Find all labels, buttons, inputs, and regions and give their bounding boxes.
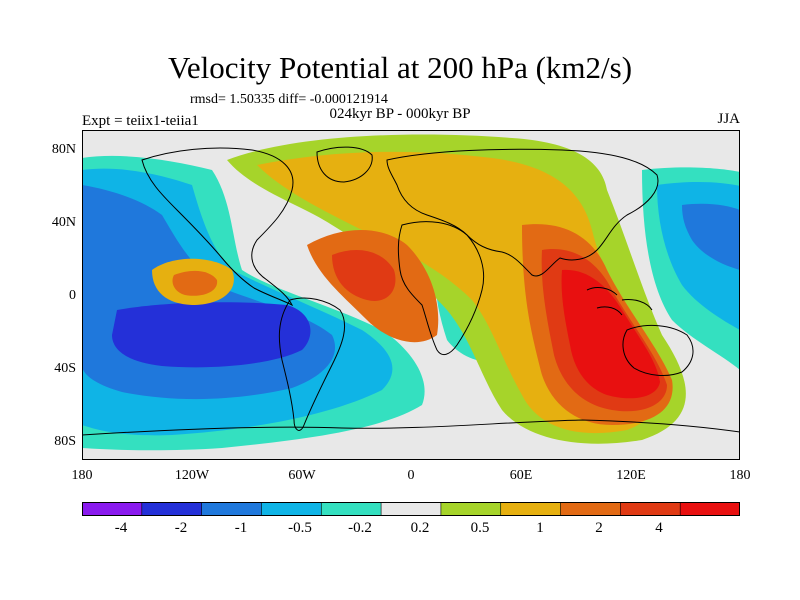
- x-tick-label: 180: [729, 468, 751, 483]
- positive-region-vstrong-atlantic: [332, 250, 396, 301]
- colorbar-label: -2: [174, 520, 188, 536]
- colorbar-cell: [620, 502, 681, 516]
- colorbar-label: 0.5: [470, 520, 490, 536]
- colorbar-label: -1: [234, 520, 248, 536]
- y-tick-label: 40N: [51, 215, 76, 230]
- coastline-south-america: [278, 297, 345, 431]
- y-tick-label: 0: [69, 288, 76, 303]
- colorbar-label: 1: [536, 520, 544, 536]
- colorbar-cell: [320, 502, 382, 516]
- positive-region-eastpacific-core: [172, 270, 218, 296]
- coastline-indonesia: [586, 287, 653, 316]
- negative-region-eastpacific-strong: [682, 203, 740, 270]
- coastline-greenland: [316, 146, 373, 183]
- y-tick-label: 40S: [54, 361, 76, 376]
- positive-region-max: [561, 269, 660, 399]
- x-tick-label: 120E: [616, 468, 646, 483]
- negative-region-pacific-core: [112, 302, 311, 368]
- coastline-africa: [397, 221, 485, 356]
- colorbar-cell: [500, 502, 562, 516]
- x-tick-label: 60E: [509, 468, 533, 483]
- x-tick-label: 120W: [174, 468, 210, 483]
- colorbar-label: 2: [595, 520, 603, 536]
- coastline-north-america: [141, 147, 294, 307]
- y-tick-label: 80N: [51, 142, 76, 157]
- season-label: JJA: [717, 111, 740, 127]
- colorbar-label: 0.2: [410, 520, 430, 536]
- experiment-label: Expt = teiix1-teiia1: [82, 113, 199, 129]
- colorbar-cell: [82, 502, 143, 516]
- coastline-eurasia: [386, 148, 659, 277]
- colorbar-label: 4: [655, 520, 663, 536]
- stats-line: rmsd= 1.50335 diff= -0.000121914: [190, 92, 388, 107]
- x-tick-label: 0: [407, 468, 415, 483]
- colorbar-cell: [141, 502, 203, 516]
- x-tick-label: 180: [71, 468, 93, 483]
- y-tick-label: 80S: [54, 434, 76, 449]
- colorbar-label: -4: [114, 520, 128, 536]
- map-frame: [82, 130, 740, 460]
- coastline-antarctica: [82, 419, 740, 436]
- colorbar-label: -0.2: [348, 520, 372, 536]
- figure-title: Velocity Potential at 200 hPa (km2/s): [167, 50, 633, 85]
- colorbar-cell: [261, 502, 323, 516]
- colorbar-cell: [560, 502, 622, 516]
- colorbar-cell: [201, 502, 263, 516]
- colorbar-cell: [679, 502, 740, 516]
- colorbar-label: -0.5: [288, 520, 312, 536]
- period-label: 024kyr BP - 000kyr BP: [329, 106, 471, 122]
- colorbar-cell: [440, 502, 502, 516]
- colorbar-cell: [380, 502, 442, 516]
- x-tick-label: 60W: [288, 468, 316, 483]
- coastline-australia: [622, 325, 694, 376]
- colorbar: [82, 502, 740, 516]
- velocity-potential-map: [82, 130, 740, 460]
